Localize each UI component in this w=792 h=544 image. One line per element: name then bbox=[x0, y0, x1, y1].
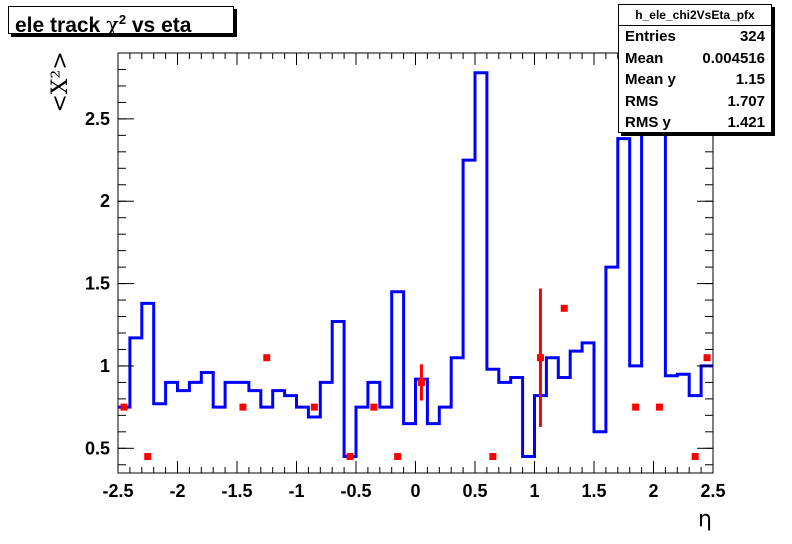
data-point bbox=[370, 403, 378, 411]
x-tick-label: -2.5 bbox=[102, 481, 133, 501]
data-point bbox=[120, 403, 128, 411]
title-superscript: 2 bbox=[118, 12, 127, 27]
data-point bbox=[703, 354, 711, 362]
stats-label: Entries bbox=[625, 28, 676, 45]
y-tick-label: 0.5 bbox=[85, 438, 110, 458]
data-point bbox=[417, 378, 425, 386]
stats-value: 0.004516 bbox=[702, 49, 765, 67]
stats-row-mean-y: Mean y 1.15 bbox=[619, 69, 771, 91]
x-axis-label: η bbox=[698, 507, 712, 532]
x-tick-label: 0 bbox=[410, 481, 420, 501]
stats-value: 324 bbox=[739, 28, 765, 45]
x-tick-label: -0.5 bbox=[340, 481, 371, 501]
y-axis-label: <X²> bbox=[48, 51, 73, 112]
x-tick-label: -1.5 bbox=[221, 481, 252, 501]
stats-value: 1.15 bbox=[735, 71, 765, 88]
stats-row-mean: Mean 0.004516 bbox=[619, 48, 771, 70]
x-tick-label: -1 bbox=[288, 481, 304, 501]
stats-value: 1.707 bbox=[727, 92, 765, 110]
step-series-line bbox=[118, 71, 713, 458]
title-suffix: vs eta bbox=[126, 14, 192, 37]
data-point bbox=[394, 453, 402, 461]
data-point bbox=[310, 403, 318, 411]
stats-row-rms: RMS 1.707 bbox=[619, 91, 771, 113]
stats-row-rms-y: RMS y 1.421 bbox=[619, 112, 771, 134]
data-point bbox=[691, 453, 699, 461]
stats-label: Mean bbox=[625, 49, 664, 67]
data-point bbox=[536, 354, 544, 362]
stats-title: h_ele_chi2VsEta_pfx bbox=[619, 5, 771, 26]
x-tick-label: -2 bbox=[169, 481, 185, 501]
data-point bbox=[632, 403, 640, 411]
title-prefix: ele track bbox=[15, 14, 107, 37]
y-tick-label: 1.5 bbox=[85, 274, 110, 294]
x-tick-label: 1.5 bbox=[581, 481, 606, 501]
stats-label: Mean y bbox=[625, 71, 676, 88]
data-point bbox=[263, 354, 271, 362]
data-point bbox=[239, 403, 247, 411]
x-tick-label: 2.5 bbox=[700, 481, 725, 501]
data-point bbox=[489, 453, 497, 461]
stats-label: RMS y bbox=[625, 114, 671, 131]
stats-box: h_ele_chi2VsEta_pfx Entries 324 Mean 0.004… bbox=[618, 4, 772, 133]
profile-step-line bbox=[118, 71, 713, 458]
chart-title: ele track χ2 vs eta bbox=[8, 6, 234, 37]
red-points bbox=[120, 288, 711, 461]
data-point bbox=[346, 453, 354, 461]
title-chi-symbol: χ bbox=[106, 13, 119, 37]
y-tick-label: 2.5 bbox=[85, 109, 110, 129]
data-point bbox=[560, 304, 568, 312]
stats-value: 1.421 bbox=[727, 114, 765, 131]
data-point bbox=[655, 403, 663, 411]
stats-row-entries: Entries 324 bbox=[619, 26, 771, 48]
x-tick-label: 1 bbox=[529, 481, 539, 501]
y-tick-label: 2 bbox=[100, 191, 110, 211]
stats-label: RMS bbox=[625, 92, 659, 110]
y-tick-label: 1 bbox=[100, 356, 110, 376]
data-point bbox=[144, 453, 152, 461]
x-tick-label: 2 bbox=[648, 481, 658, 501]
x-tick-label: 0.5 bbox=[462, 481, 487, 501]
